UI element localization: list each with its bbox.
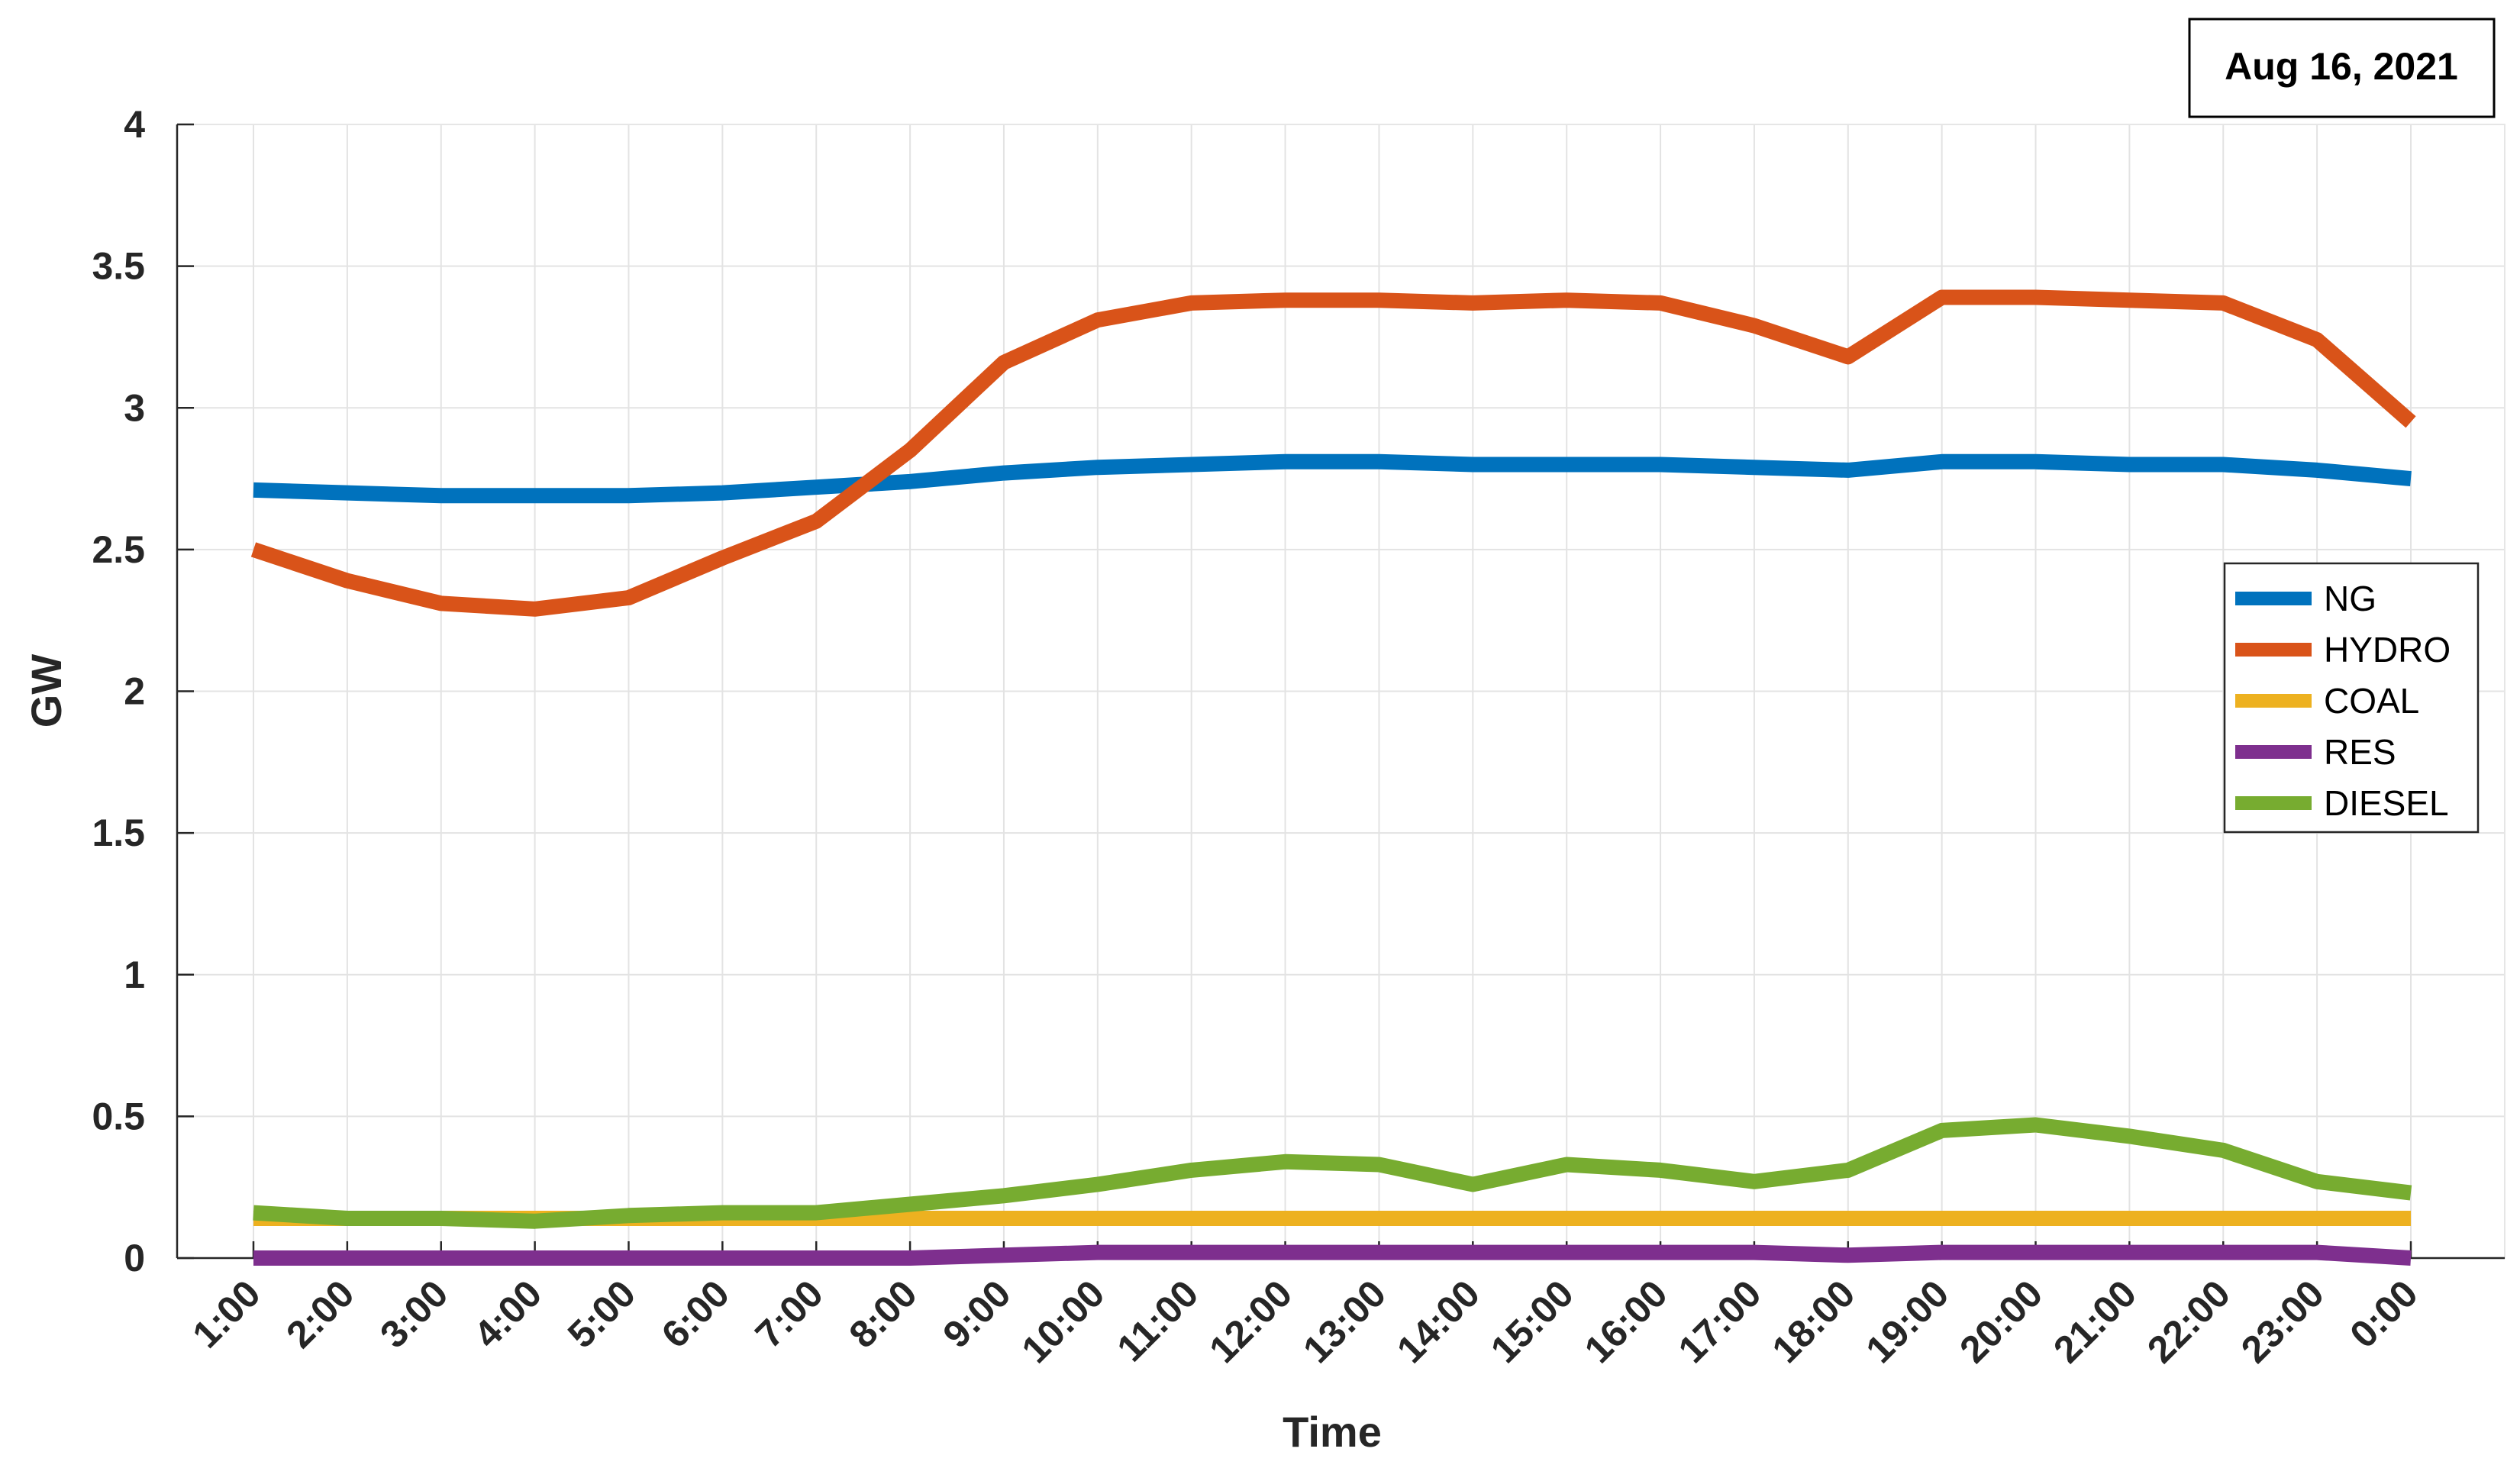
series-lines [250,289,2416,1266]
x-tick-label: 21:00 [2045,1272,2144,1371]
x-tick-label: 23:00 [2233,1272,2332,1371]
y-axis-label: GW [22,654,70,728]
y-tick-label: 2.5 [92,528,145,571]
x-tick-label: 6:00 [653,1272,737,1356]
x-tick-label: 19:00 [1857,1272,1957,1371]
x-tick-label: 16:00 [1576,1272,1676,1371]
y-tick-label: 3 [124,386,145,429]
y-tick-label: 1 [124,953,145,996]
x-tick-label: 8:00 [841,1272,925,1356]
legend-label-ng: NG [2324,579,2376,618]
series-line-hydro [250,289,2416,617]
x-tick-label: 14:00 [1389,1272,1488,1371]
x-axis-label: Time [1283,1408,1382,1456]
legend-label-coal: COAL [2324,681,2419,721]
y-tick-label: 0.5 [92,1095,145,1137]
x-tick-label: 4:00 [466,1272,550,1356]
x-tick-label: 2:00 [278,1272,362,1356]
x-tick-label: 5:00 [560,1272,644,1356]
y-axis: 0 0.5 1 1.5 2 2.5 3 3.5 4 [92,103,194,1279]
series-line-diesel [253,1117,2412,1229]
x-tick-label: 1:00 [184,1272,268,1356]
legend-label-hydro: HYDRO [2324,630,2451,669]
date-annotation-box [2188,18,2496,118]
x-tick-label: 7:00 [747,1272,831,1356]
y-tick-label: 0 [124,1237,145,1279]
x-tick-label: 11:00 [1108,1272,1206,1370]
date-annotation-text: Aug 16, 2021 [2225,45,2458,88]
y-tick-label: 4 [124,103,145,146]
x-tick-label: 9:00 [934,1272,1018,1356]
date-annotation: Aug 16, 2021 [2188,18,2496,118]
legend-label-res: RES [2324,732,2396,772]
y-tick-label: 1.5 [92,811,145,854]
x-tick-label: 18:00 [1764,1272,1863,1371]
x-tick-label: 17:00 [1670,1272,1770,1371]
x-tick-label: 12:00 [1201,1272,1300,1371]
legend: NG HYDRO COAL RES DIESEL [2223,562,2480,834]
y-tick-label: 3.5 [92,245,145,288]
series-line-res [253,1244,2412,1266]
x-tick-label: 22:00 [2139,1272,2238,1371]
x-tick-label: 3:00 [372,1272,456,1356]
series-line-ng [253,453,2412,504]
x-tick-label: 15:00 [1483,1272,1582,1371]
legend-label-diesel: DIESEL [2324,783,2449,823]
x-tick-label: 0:00 [2341,1272,2425,1356]
y-tick-label: 2 [124,670,145,713]
x-tick-label: 10:00 [1014,1272,1113,1371]
x-tick-label: 13:00 [1295,1272,1394,1371]
x-tick-label: 20:00 [1951,1272,2051,1371]
